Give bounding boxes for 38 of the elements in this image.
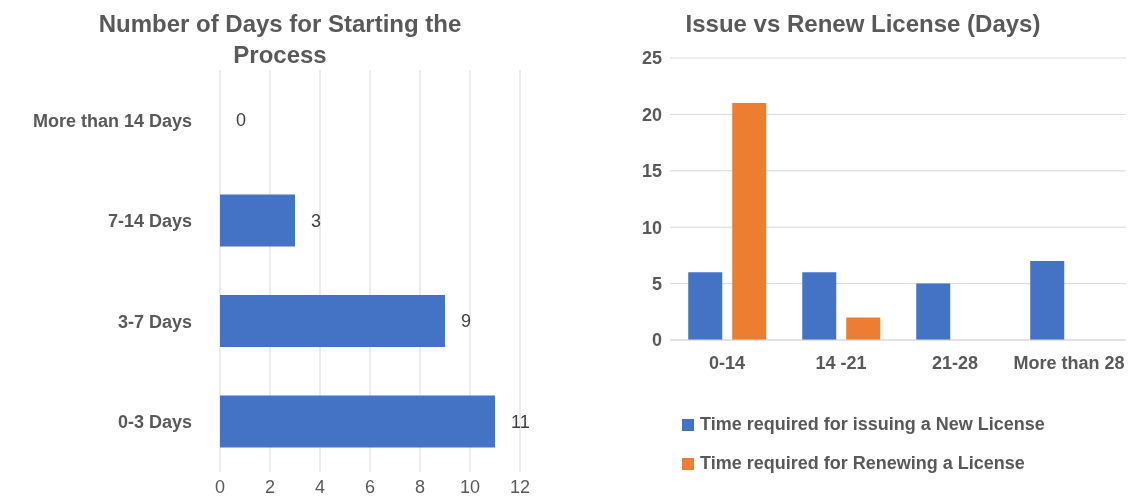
- x-tick-label: More than 28: [1013, 352, 1125, 373]
- data-label: 11: [511, 411, 530, 432]
- y-tick-label: 0-3 Days: [117, 412, 192, 433]
- chart-title: Number of Days for Starting the Process: [97, 9, 463, 70]
- y-tick-label: 25: [641, 48, 662, 69]
- x-tick-label: 0: [214, 476, 226, 497]
- y-tick-label: 15: [641, 161, 662, 182]
- y-tick-label: 7-14 Days: [107, 211, 192, 232]
- bar: [802, 272, 837, 340]
- bar: [688, 272, 723, 340]
- x-tick-label: 6: [364, 476, 376, 497]
- x-tick-label: 14 -21: [815, 352, 867, 373]
- bar: [220, 194, 295, 247]
- x-tick-label: 8: [414, 476, 426, 497]
- y-tick-label: 20: [641, 104, 662, 125]
- x-tick-label: 0-14: [708, 352, 746, 373]
- y-tick-label: 3-7 Days: [117, 311, 192, 332]
- bar: [220, 395, 495, 448]
- y-tick-label: 10: [641, 217, 662, 238]
- x-tick-label: 4: [314, 476, 326, 497]
- data-label: 9: [461, 311, 472, 332]
- legend-label: Time required for issuing a New License: [700, 414, 1045, 435]
- y-tick-label: 0: [651, 330, 662, 351]
- bar: [1030, 261, 1065, 340]
- x-tick-label: 2: [264, 476, 276, 497]
- x-tick-label: 10: [459, 476, 481, 497]
- bar: [220, 295, 445, 348]
- data-label: 0: [236, 110, 247, 131]
- chart-title: Issue vs Renew License (Days): [684, 9, 1042, 39]
- x-tick-label: 21-28: [931, 352, 979, 373]
- data-label: 3: [311, 210, 322, 231]
- bar: [732, 103, 767, 340]
- bar: [846, 317, 881, 340]
- bar: [916, 283, 951, 340]
- y-tick-label: More than 14 Days: [32, 110, 192, 131]
- legend-label: Time required for Renewing a License: [700, 453, 1025, 474]
- x-tick-label: 12: [509, 476, 531, 497]
- y-tick-label: 5: [651, 273, 662, 294]
